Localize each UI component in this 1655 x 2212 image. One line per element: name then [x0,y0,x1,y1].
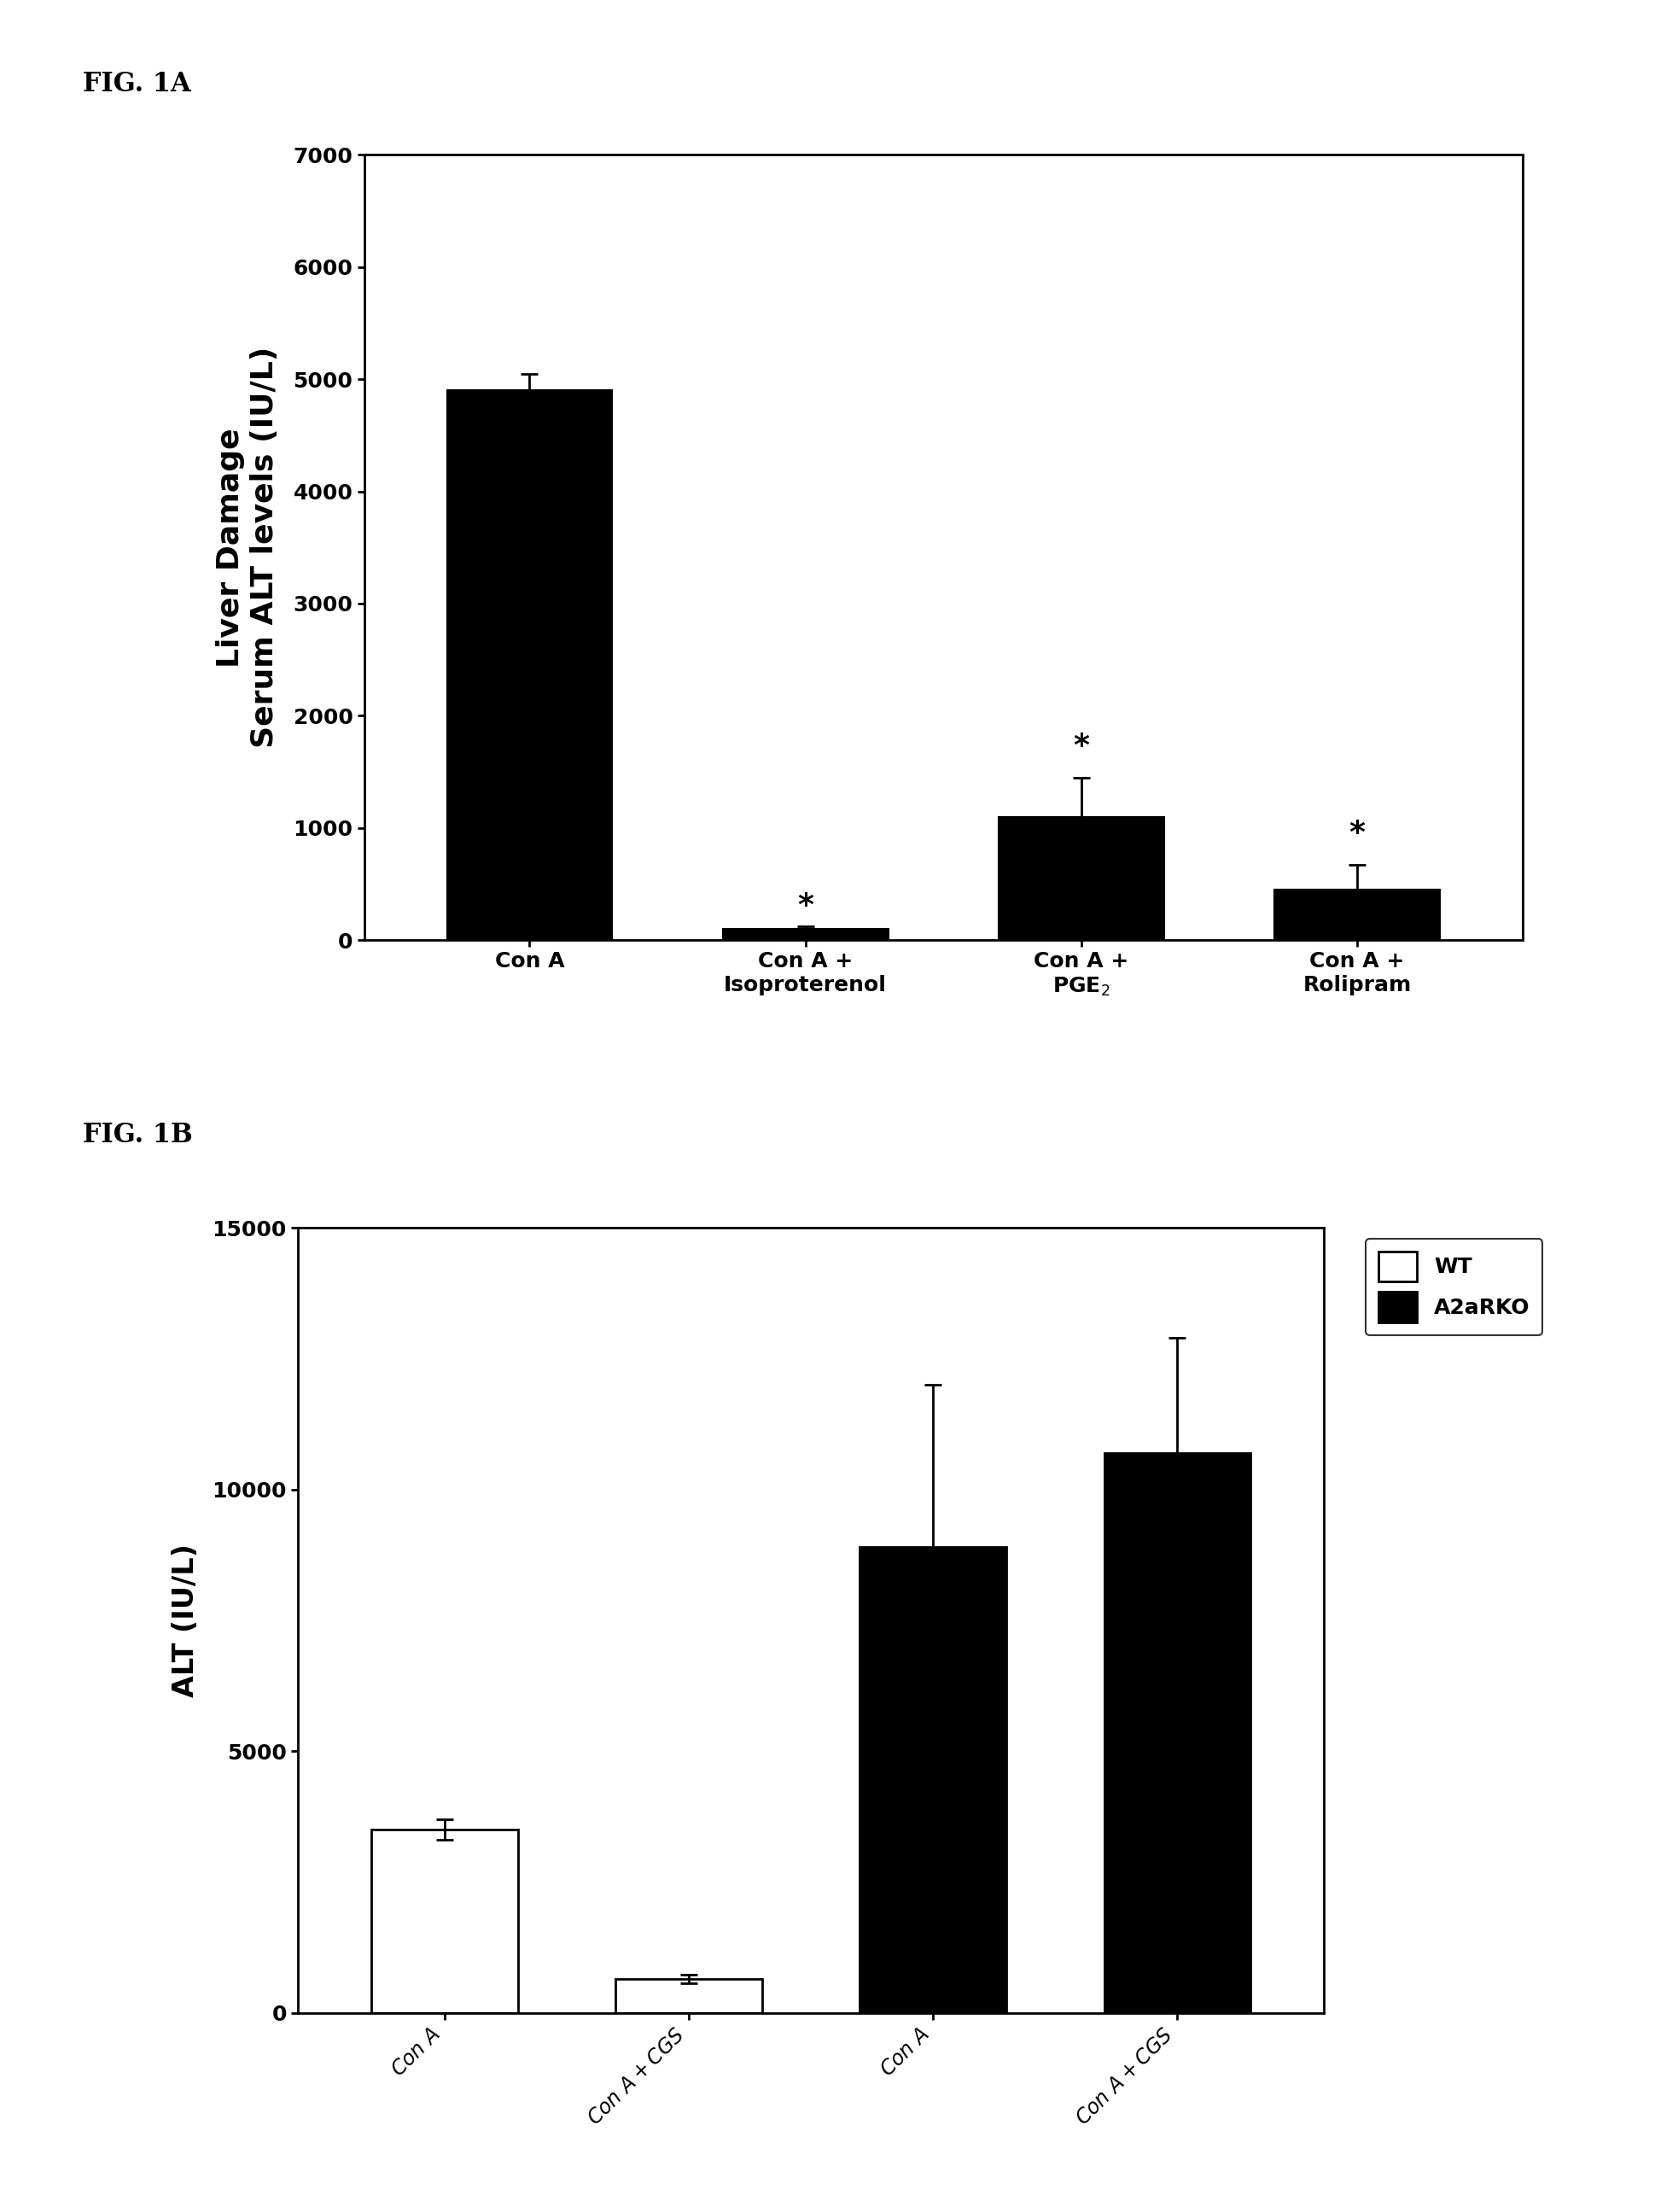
Bar [371,1829,518,2013]
Bar [1104,1453,1251,2013]
Bar [447,392,612,940]
Bar [616,1980,761,2013]
Text: *: * [798,891,814,920]
Y-axis label: Liver Damage
Serum ALT levels (IU/L): Liver Damage Serum ALT levels (IU/L) [217,347,278,748]
Text: FIG. 1B: FIG. 1B [83,1121,192,1148]
Text: FIG. 1A: FIG. 1A [83,71,190,97]
Y-axis label: ALT (IU/L): ALT (IU/L) [172,1544,200,1697]
Bar [1274,889,1440,940]
Legend: WT, A2aRKO: WT, A2aRKO [1365,1239,1542,1336]
Text: *: * [1349,818,1365,847]
Bar [998,816,1163,940]
Bar [861,1546,1006,2013]
Bar [723,929,889,940]
Text: *: * [1072,732,1089,761]
